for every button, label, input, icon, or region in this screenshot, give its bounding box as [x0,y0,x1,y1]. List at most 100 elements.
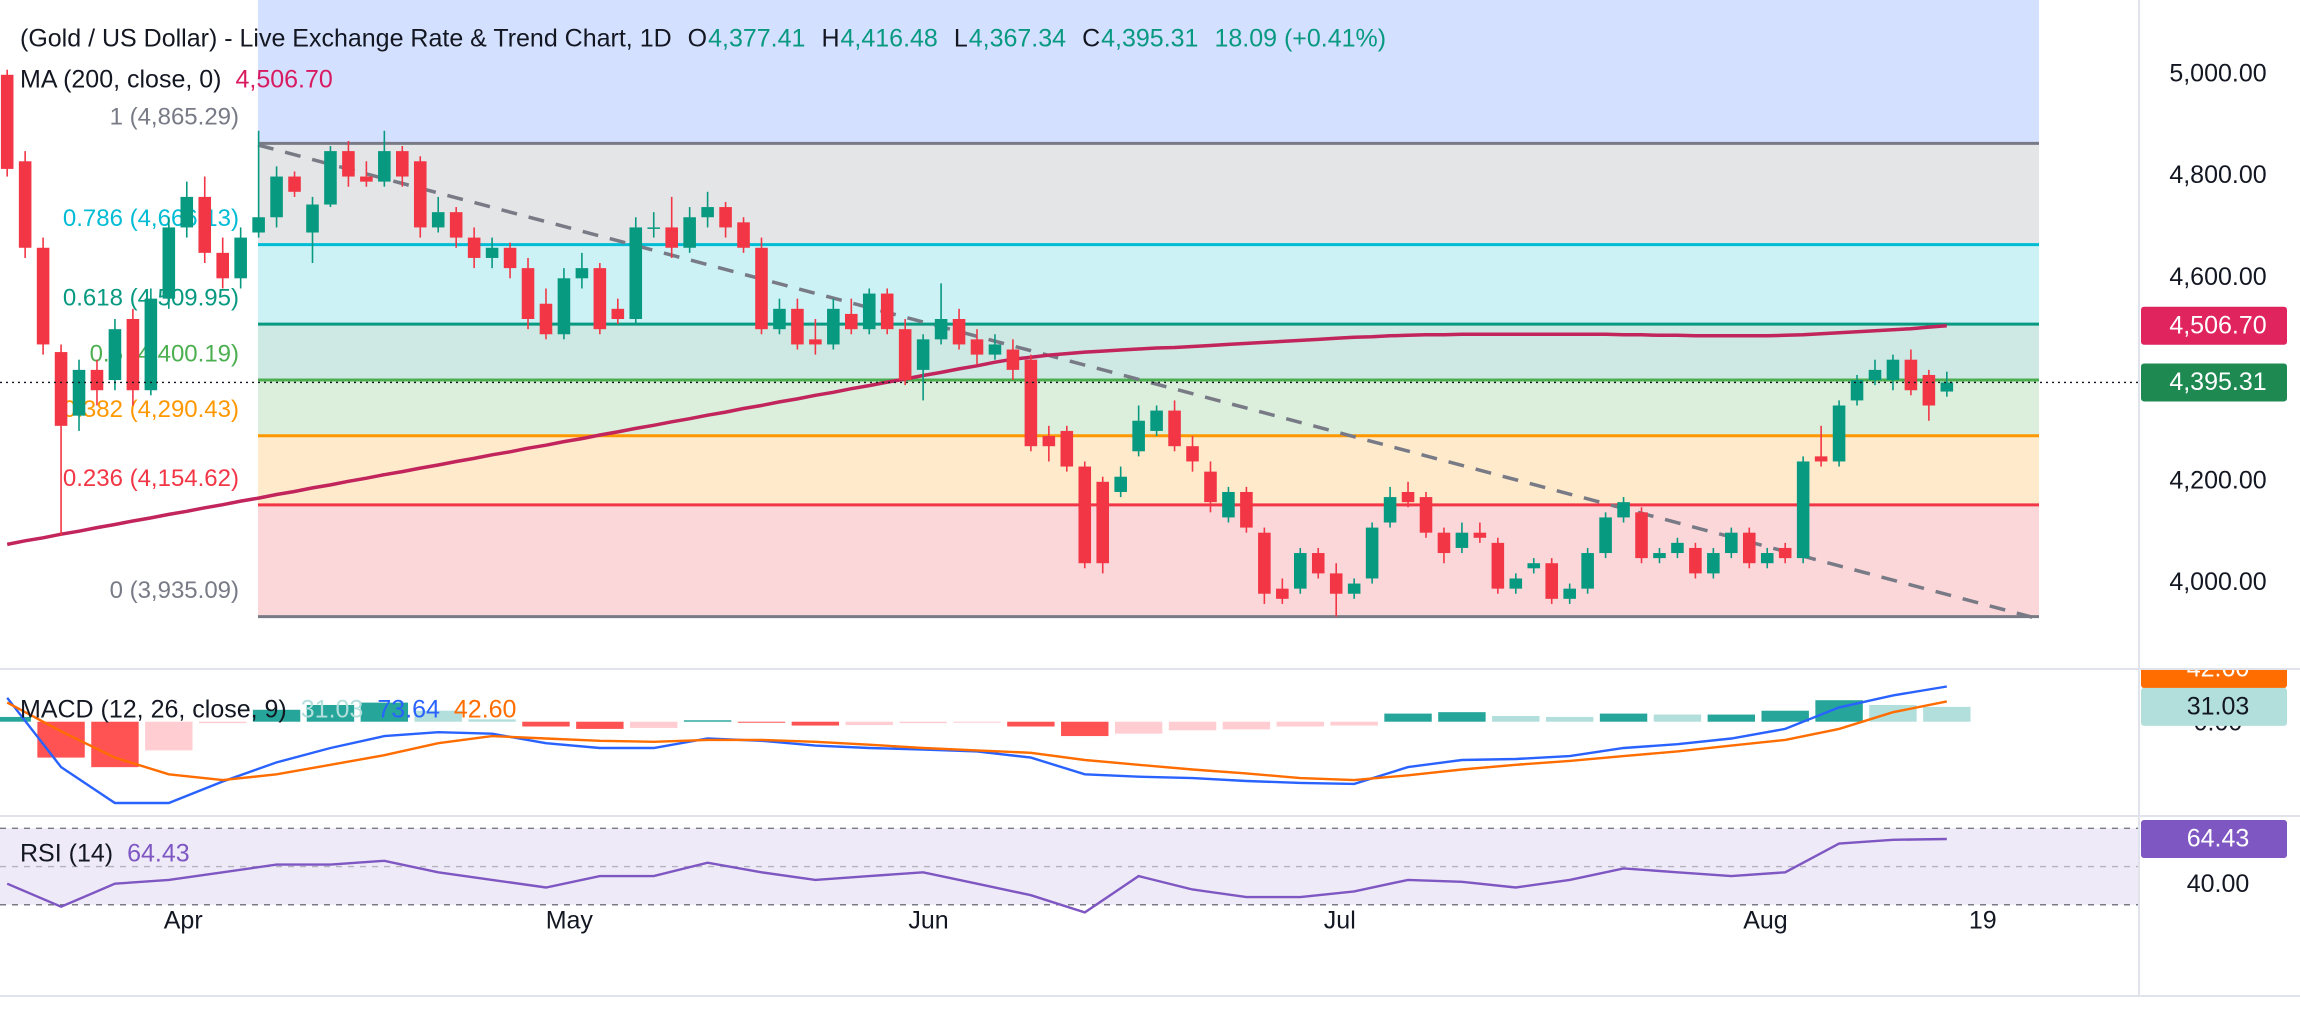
macd-histogram-bar [1599,713,1648,722]
candle-body [593,268,607,330]
ma-price-tag-text: 4,506.70 [2169,311,2266,339]
fib-band [258,435,2039,505]
candle-body [880,293,894,330]
candle-body [1168,410,1181,447]
ma-legend-value: 4,506.70 [235,66,332,94]
candle-body [378,151,391,182]
ma-legend-name: MA (200, close, 0) [20,66,221,94]
fib-level-label: 0.236 (4,154.62) [63,465,239,492]
candle-body [1868,369,1882,381]
candle-body [1760,553,1774,564]
macd-histogram-bar [630,721,678,728]
macd-histogram-bar [252,709,301,722]
candle-body [1078,466,1092,564]
candle-body [1114,476,1127,492]
candle-body [1509,578,1523,589]
macd-histogram-bar [845,721,893,726]
candle-body [755,247,768,330]
candle-body [1311,553,1325,574]
y-tick-label: 4,600.00 [2169,263,2266,291]
candle-body [1276,588,1289,599]
macd-histogram-bar [145,721,193,751]
fib-level-label: 0.382 (4,290.43) [63,396,239,423]
candle-body [54,352,68,426]
candle-body [1563,588,1576,599]
candle-body [575,268,589,279]
macd-histogram-bar [414,710,462,722]
macd-tag-group: 42.60 [2141,655,2287,688]
macd-histogram-bar [1438,712,1486,722]
candle-body [719,207,732,228]
candle-body [1886,359,1900,381]
macd-histogram-bar [1384,713,1432,722]
last-price-tag-box [2141,363,2287,402]
fib-band [258,324,2039,380]
macd-line [6,700,1948,782]
candle-body [288,176,301,192]
candle-body [234,237,247,279]
fib-band [258,504,2039,617]
macd-histogram-bar [683,720,732,722]
fib-band [258,244,2039,325]
candle-body [1581,553,1594,589]
candle-body [396,151,409,177]
macd-histogram-bar [791,721,840,726]
fib-level-label: 0 (3,935.09) [110,577,239,604]
candle-body [198,196,212,253]
ohlc-value: 4,416.48 [841,25,938,53]
rsi-line [6,837,1947,914]
candle-body [90,369,104,391]
macd-histogram-bar [360,702,409,722]
candle-body [1832,405,1846,462]
candle-body [180,196,194,228]
candle-body [360,176,373,182]
macd-histogram-bar [1545,716,1594,722]
y-tick-label: 4,000.00 [2169,568,2266,596]
candle-body [1796,461,1810,559]
chart-title: (Gold / US Dollar) - Live Exchange Rate … [20,25,672,53]
candle-body [108,329,122,381]
ohlc-value: 4,395.31 [1101,25,1198,53]
candle-body [1653,553,1666,559]
candle-body [1060,430,1074,467]
macd-histogram-bar [953,721,1001,723]
candle-body [557,278,571,335]
candle-body [306,204,319,233]
macd-legend-name: MACD (12, 26, close, 9) [20,696,287,724]
candle-body [809,339,822,345]
candle-body [1671,542,1684,554]
candle-body [701,207,714,218]
candle-body [1150,410,1163,431]
macd-histogram-bar [468,719,516,722]
candle-body [1689,547,1702,574]
x-tick-label: Jul [1324,907,1356,935]
candle-body [1707,553,1720,574]
last-price-tag-text: 4,395.31 [2169,368,2266,396]
candle-body [737,222,750,248]
candle-body [683,217,696,248]
candle-body [1240,491,1253,528]
candle-body [1365,527,1379,579]
candle-body [1850,380,1864,401]
macd-histogram-bar [1707,714,1756,722]
candle-body [1347,583,1361,594]
rsi-tag-box [2141,819,2287,858]
candle-body [791,308,804,345]
candle-body [1186,446,1199,462]
candle-body [1599,517,1612,554]
candle-body [216,252,229,279]
candle-body [827,308,840,345]
fib-level-label: 0.786 (4,666.13) [63,205,239,232]
candle-body [1617,502,1630,518]
macd-histogram-bar [1222,721,1271,730]
candle-body [1024,359,1038,447]
candle-body [934,319,948,340]
macd-histogram-bar [1168,721,1217,731]
signal-tag-text: 42.60 [2187,655,2250,683]
macd-legend-value: 73.64 [377,696,440,724]
candle-body [1904,359,1918,391]
macd-histogram-bar [1761,710,1809,722]
macd-histogram-bar [1061,721,1109,737]
candle-body [1455,532,1469,548]
